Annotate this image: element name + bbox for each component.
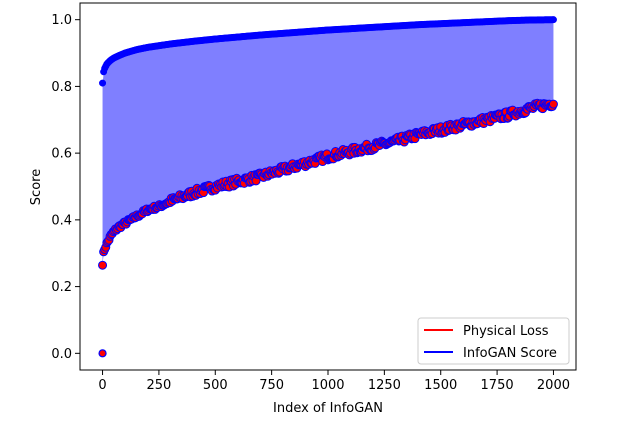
x-tick-label: 500 xyxy=(203,378,228,393)
y-tick-label: 0.6 xyxy=(51,147,72,162)
infogan-score-point xyxy=(99,79,107,87)
x-tick-label: 1250 xyxy=(368,378,401,393)
fill-between-region xyxy=(102,19,554,264)
physical-loss-point xyxy=(98,260,108,270)
y-tick-label: 0.8 xyxy=(51,80,72,95)
legend: Physical Loss InfoGAN Score xyxy=(417,317,570,365)
legend-label-infogan-score: InfoGAN Score xyxy=(463,346,557,361)
legend-box xyxy=(417,317,570,365)
y-tick-label: 0.4 xyxy=(51,213,72,228)
y-axis-label: Score xyxy=(29,169,44,205)
y-axis-ticks: 0.0 0.2 0.4 0.6 0.8 1.0 xyxy=(51,13,80,362)
x-tick-label: 1000 xyxy=(311,378,344,393)
legend-label-physical-loss: Physical Loss xyxy=(463,324,549,339)
fill-between-area xyxy=(102,19,554,264)
outlier-point xyxy=(98,349,107,358)
x-tick-label: 2000 xyxy=(537,378,570,393)
x-tick-label: 0 xyxy=(98,378,106,393)
x-axis-label: Index of InfoGAN xyxy=(273,401,383,416)
x-tick-label: 750 xyxy=(259,378,284,393)
y-tick-label: 0.0 xyxy=(51,347,72,362)
x-tick-label: 1500 xyxy=(424,378,457,393)
x-tick-label: 1750 xyxy=(481,378,514,393)
x-axis-ticks: 0 250 500 750 1000 1250 1500 1750 2000 xyxy=(98,370,570,393)
y-tick-label: 0.2 xyxy=(51,280,72,295)
infogan-score-point xyxy=(549,16,557,24)
y-tick-label: 1.0 xyxy=(51,13,72,28)
physical-loss-point xyxy=(548,99,558,109)
x-tick-label: 250 xyxy=(146,378,171,393)
data-markers xyxy=(98,16,558,358)
